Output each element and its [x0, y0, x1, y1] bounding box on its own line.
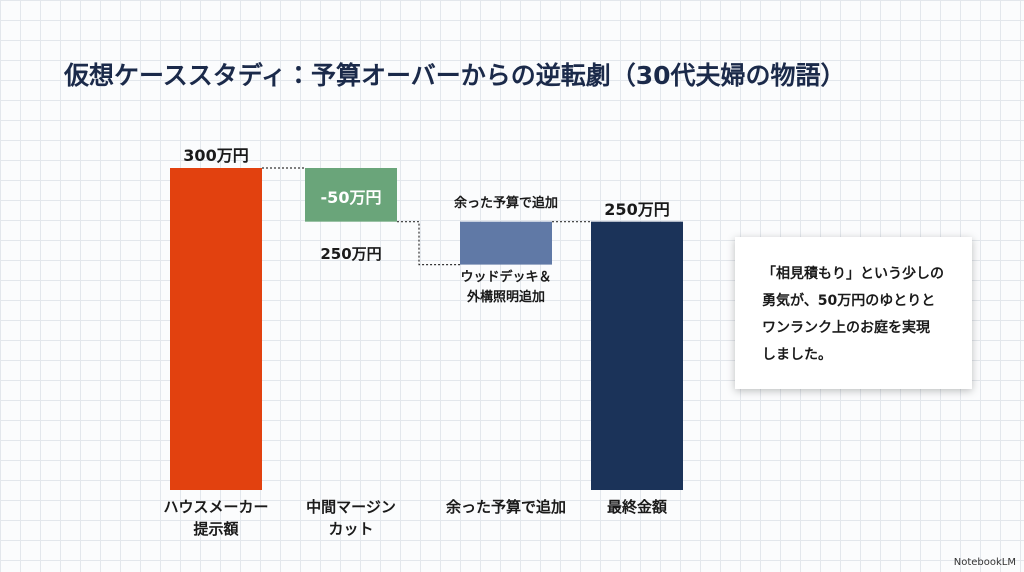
- annotation: ウッドデッキ＆ 外構照明追加: [460, 270, 552, 305]
- bar: [460, 221, 552, 265]
- annotation: 余った予算で追加: [453, 196, 559, 211]
- x-tick-label: ハウスメーカー 提示額: [163, 498, 269, 538]
- bar: [591, 221, 683, 490]
- value-label: 250万円: [604, 199, 670, 219]
- x-tick-label: 中間マージン カット: [306, 498, 396, 538]
- annotation: 250万円: [320, 245, 382, 263]
- bar: [170, 168, 262, 490]
- callout: 「相見積もり」という少しの 勇気が、50万円のゆとりと ワンランク上のお庭を実現…: [735, 237, 972, 389]
- bar: [305, 168, 397, 222]
- footer: NotebookLM: [953, 557, 1016, 568]
- value-label: -50万円: [320, 187, 382, 207]
- x-tick-label: 余った予算で追加: [445, 498, 567, 516]
- chart-title: 仮想ケーススタディ：予算オーバーからの逆転劇（30代夫婦の物語）: [64, 61, 846, 90]
- x-tick-label: 最終金額: [606, 498, 668, 516]
- value-label: 300万円: [183, 146, 249, 165]
- connector: [397, 221, 460, 266]
